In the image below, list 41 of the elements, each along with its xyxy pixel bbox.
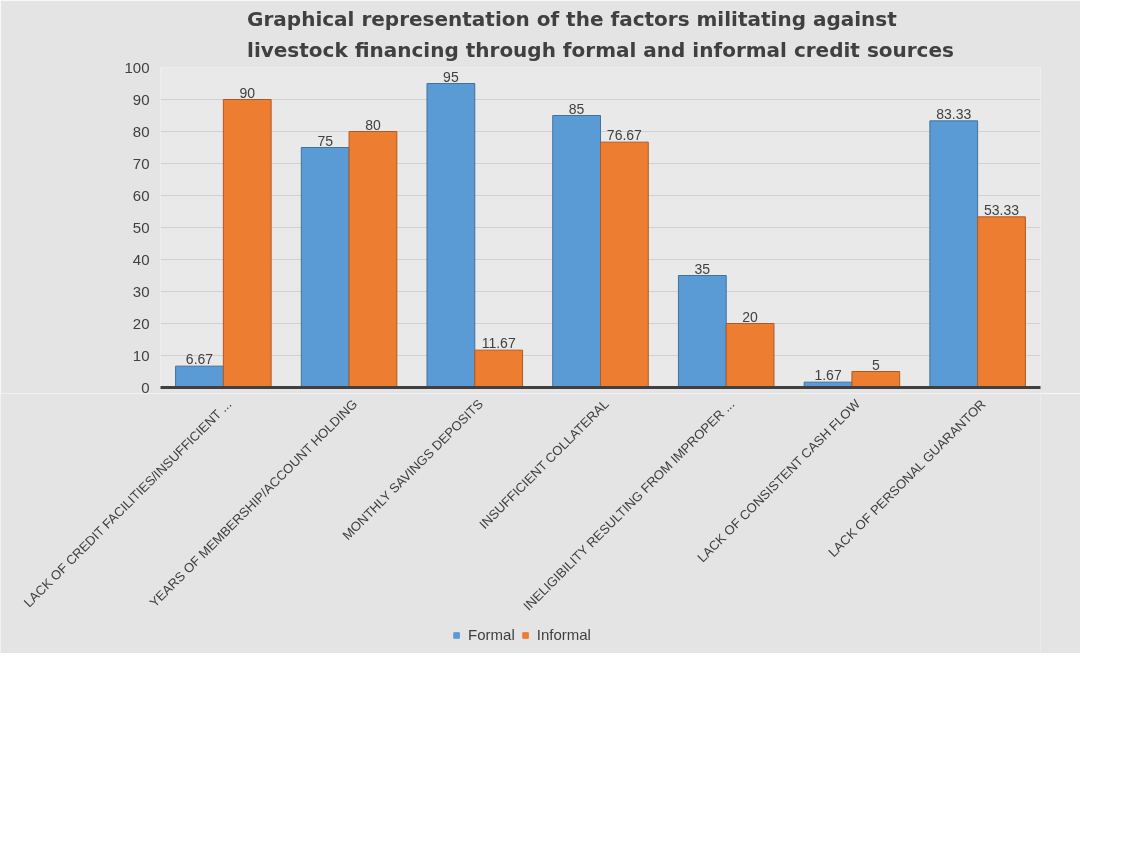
data-label: 6.67 bbox=[185, 351, 214, 368]
data-label: 90 bbox=[239, 84, 256, 101]
bar bbox=[175, 365, 224, 388]
data-label: 35 bbox=[694, 260, 711, 277]
chart-title: Graphical representation of the factors militating against livestock financing through formal and informal credit sources bbox=[247, 7, 954, 63]
data-label: 83.33 bbox=[936, 105, 972, 122]
y-tick-label: 40 bbox=[132, 250, 150, 268]
bar bbox=[474, 349, 524, 388]
data-label: 1.67 bbox=[814, 367, 842, 384]
bar bbox=[348, 131, 398, 388]
y-tick-label: 70 bbox=[132, 154, 150, 172]
bar bbox=[977, 216, 1026, 388]
bar bbox=[426, 83, 476, 388]
data-label: 5 bbox=[871, 356, 880, 373]
data-label: 53.33 bbox=[984, 201, 1020, 218]
data-label: 85 bbox=[568, 100, 585, 117]
data-label: 76.67 bbox=[606, 127, 643, 144]
y-tick-label: 10 bbox=[132, 346, 150, 364]
bar bbox=[677, 275, 727, 388]
data-label: 75 bbox=[317, 132, 334, 149]
bar bbox=[851, 371, 901, 388]
bar bbox=[222, 99, 272, 388]
bar bbox=[552, 115, 601, 388]
bar bbox=[600, 141, 649, 388]
y-tick-label: 30 bbox=[132, 282, 150, 300]
bar bbox=[300, 147, 350, 388]
data-label: 11.67 bbox=[481, 335, 516, 352]
bar bbox=[725, 323, 775, 388]
y-tick-label: 90 bbox=[132, 90, 150, 108]
legend-label: Informal bbox=[536, 626, 591, 643]
y-tick-label: 100 bbox=[124, 58, 150, 76]
legend-label: Formal bbox=[468, 626, 515, 643]
data-label: 95 bbox=[443, 68, 459, 85]
bar bbox=[929, 120, 979, 388]
y-tick-label: 20 bbox=[132, 314, 150, 332]
y-tick-label: 50 bbox=[132, 218, 150, 236]
y-tick-label: 0 bbox=[141, 378, 150, 396]
y-tick-label: 80 bbox=[132, 122, 150, 140]
data-label: 80 bbox=[365, 116, 381, 133]
y-tick-label: 60 bbox=[132, 186, 150, 204]
data-label: 20 bbox=[742, 308, 759, 325]
